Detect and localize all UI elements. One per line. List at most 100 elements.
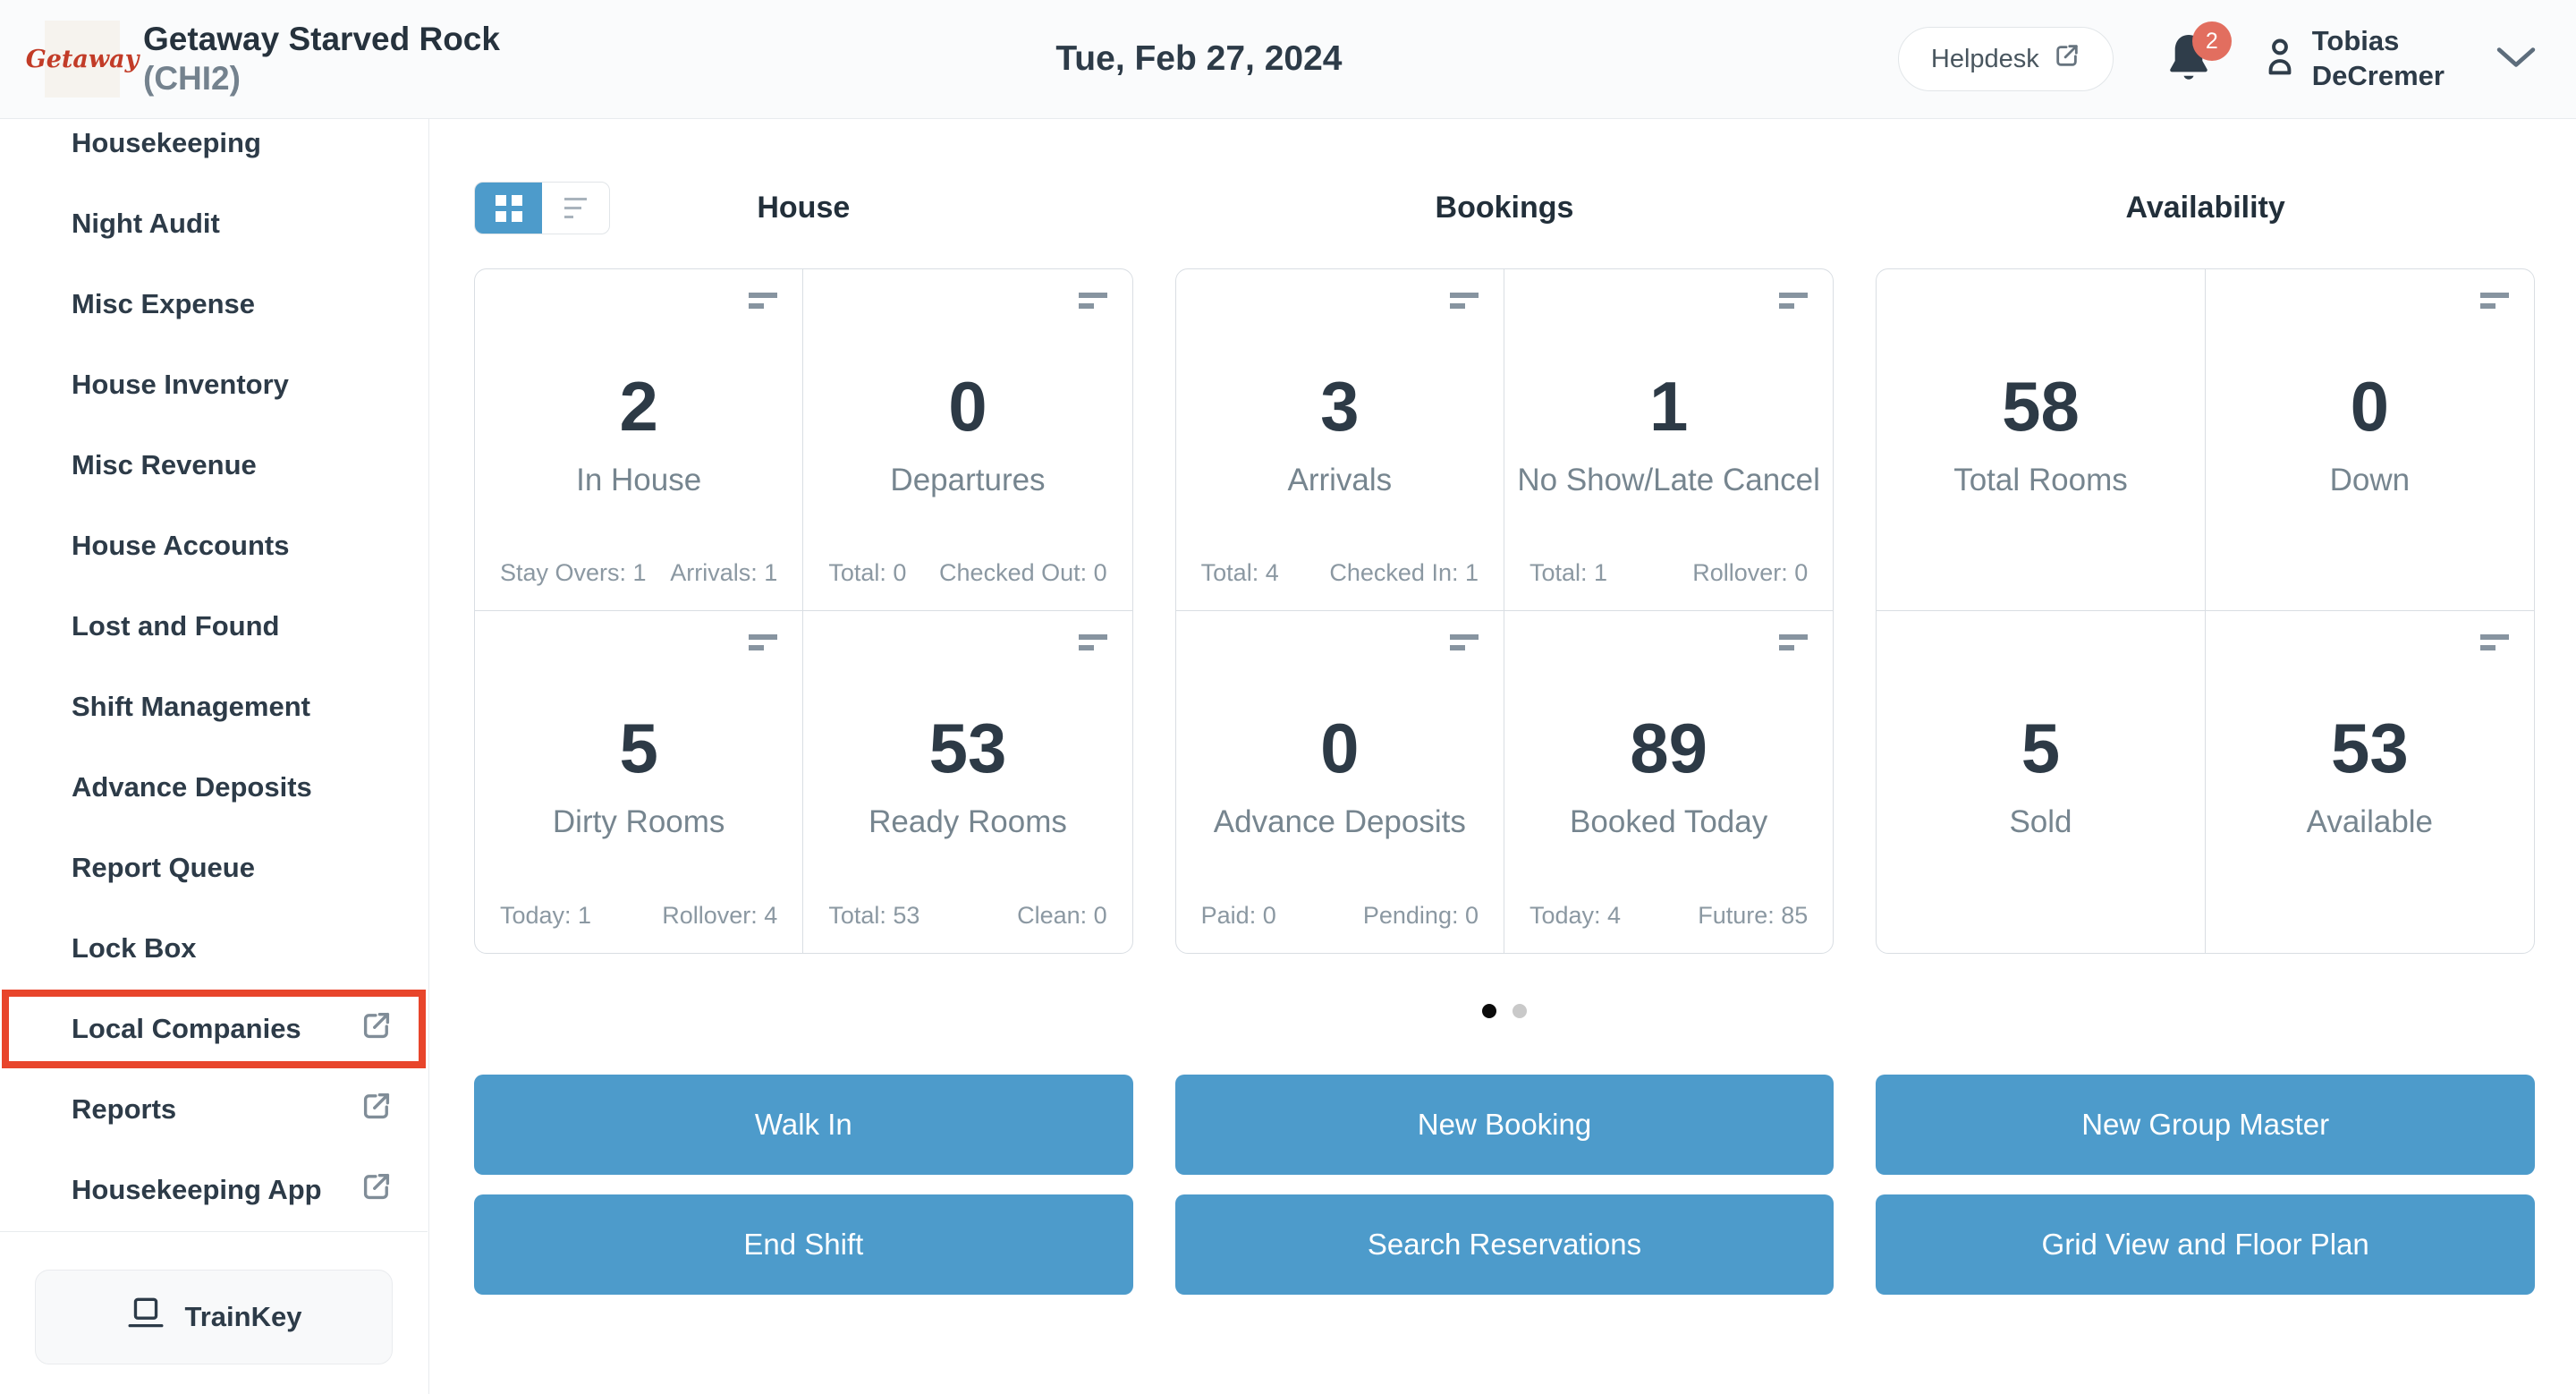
- external-link-icon: [360, 1009, 393, 1049]
- card-menu-icon[interactable]: [1779, 293, 1809, 309]
- trainkey-button[interactable]: TrainKey: [35, 1270, 393, 1364]
- card-menu-icon[interactable]: [1078, 634, 1107, 650]
- sidebar-item-label: Lock Box: [72, 932, 197, 964]
- card-footer: Paid: 0 Pending: 0: [1201, 902, 1479, 930]
- sidebar-item-label: House Accounts: [72, 530, 290, 561]
- sidebar-item-night-audit[interactable]: Night Audit: [0, 183, 428, 264]
- card-label: Departures: [890, 463, 1046, 497]
- bell-icon: [2165, 35, 2212, 89]
- sidebar-item-lock-box[interactable]: Lock Box: [0, 908, 428, 989]
- card-menu-icon[interactable]: [2480, 293, 2509, 309]
- card-value: 89: [1630, 709, 1708, 787]
- card-menu-icon[interactable]: [1078, 293, 1107, 309]
- stat-card-dirty-rooms: 5 Dirty Rooms Today: 1 Rollover: 4: [475, 611, 804, 953]
- stat-card-no-show-late-cancel: 1 No Show/Late Cancel Total: 1 Rollover:…: [1504, 269, 1834, 611]
- card-stat-left: Total: 4: [1200, 559, 1279, 586]
- walk-in-button[interactable]: Walk In: [474, 1075, 1133, 1175]
- sidebar-item-local-companies[interactable]: Local Companies: [0, 989, 428, 1069]
- card-label: Available: [2306, 804, 2434, 839]
- carousel-pagination: [474, 1004, 2535, 1018]
- card-value: 5: [619, 709, 658, 787]
- notifications-button[interactable]: 2: [2165, 21, 2232, 89]
- card-menu-icon[interactable]: [2480, 634, 2509, 650]
- external-link-icon: [360, 1170, 393, 1210]
- notification-badge: 2: [2191, 21, 2232, 61]
- card-footer: Total: 53 Clean: 0: [828, 902, 1106, 930]
- sidebar-item-label: Advance Deposits: [72, 771, 312, 803]
- card-stat-right: Pending: 0: [1362, 902, 1479, 929]
- card-label: Ready Rooms: [869, 804, 1067, 839]
- card-stat-right: Rollover: 0: [1692, 559, 1809, 586]
- card-menu-icon[interactable]: [1449, 634, 1479, 650]
- brand-logo: Getaway: [26, 21, 139, 98]
- sidebar-item-misc-revenue[interactable]: Misc Revenue: [0, 425, 428, 506]
- sidebar-item-lost-and-found[interactable]: Lost and Found: [0, 586, 428, 667]
- helpdesk-label: Helpdesk: [1930, 44, 2039, 73]
- sidebar-item-label: Lost and Found: [72, 610, 280, 642]
- sidebar-item-label: Local Companies: [72, 1013, 301, 1044]
- grid-view-floor-plan-button[interactable]: Grid View and Floor Plan: [1876, 1194, 2535, 1295]
- stat-card-advance-deposits: 0 Advance Deposits Paid: 0 Pending: 0: [1176, 611, 1504, 953]
- card-stat-left: Paid: 0: [1200, 902, 1276, 929]
- column-title-availability: Availability: [2125, 191, 2285, 225]
- sidebar-item-label: Housekeeping App: [72, 1174, 322, 1205]
- column-title-bookings: Bookings: [1435, 191, 1574, 225]
- stat-card-groups: 2 In House Stay Overs: 1 Arrivals: 1 0 D…: [474, 268, 2535, 954]
- dashboard-header-row: House Bookings Availability: [474, 182, 2535, 234]
- card-menu-icon[interactable]: [1779, 634, 1809, 650]
- card-menu-icon[interactable]: [749, 634, 778, 650]
- card-menu-icon[interactable]: [749, 293, 778, 309]
- view-toggle: [474, 182, 610, 234]
- card-label: Sold: [2009, 804, 2072, 839]
- sidebar-item-report-queue[interactable]: Report Queue: [0, 828, 428, 908]
- new-booking-button[interactable]: New Booking: [1174, 1075, 1835, 1175]
- sidebar-item-house-accounts[interactable]: House Accounts: [0, 506, 428, 586]
- stat-card-arrivals: 3 Arrivals Total: 4 Checked In: 1: [1175, 269, 1504, 611]
- property-title-block: Getaway Starved Rock (CHI2): [143, 20, 500, 99]
- card-stat-right: Future: 85: [1698, 902, 1809, 929]
- card-stat-left: Total: 1: [1529, 559, 1608, 586]
- sidebar-item-label: Misc Revenue: [72, 449, 257, 480]
- header-controls: Helpdesk 2: [1897, 21, 2536, 94]
- stat-card-sold: 5 Sold: [1877, 611, 2206, 953]
- card-stat-left: Total: 53: [828, 902, 920, 929]
- card-menu-icon[interactable]: [1449, 293, 1479, 309]
- sidebar-item-housekeeping[interactable]: Housekeeping: [0, 119, 428, 183]
- list-icon: [564, 198, 587, 218]
- user-last-name: DeCremer: [2311, 60, 2445, 91]
- card-value: 0: [1320, 709, 1360, 787]
- grid-view-toggle[interactable]: [475, 183, 542, 234]
- stat-card-in-house: 2 In House Stay Overs: 1 Arrivals: 1: [475, 269, 804, 611]
- list-view-toggle[interactable]: [542, 183, 609, 234]
- card-footer: Total: 1 Rollover: 0: [1530, 559, 1808, 587]
- pagination-dot[interactable]: [1513, 1004, 1527, 1018]
- card-label: No Show/Late Cancel: [1517, 463, 1820, 497]
- sidebar-item-shift-management[interactable]: Shift Management: [0, 667, 428, 747]
- card-stat-left: Total: 0: [828, 559, 907, 586]
- user-menu-expander[interactable]: [2496, 46, 2536, 73]
- helpdesk-button[interactable]: Helpdesk: [1897, 27, 2114, 91]
- sidebar-item-housekeeping-app[interactable]: Housekeeping App: [0, 1150, 428, 1230]
- card-stat-right: Checked Out: 0: [939, 559, 1107, 586]
- card-footer: Total: 0 Checked Out: 0: [828, 559, 1106, 587]
- card-label: Down: [2329, 463, 2411, 497]
- sidebar-item-misc-expense[interactable]: Misc Expense: [0, 264, 428, 344]
- search-reservations-button[interactable]: Search Reservations: [1174, 1194, 1835, 1295]
- pagination-dot-active[interactable]: [1482, 1004, 1496, 1018]
- new-group-master-button[interactable]: New Group Master: [1876, 1075, 2535, 1175]
- user-icon: [2264, 38, 2296, 81]
- external-link-icon: [2054, 42, 2080, 76]
- card-value: 58: [2002, 367, 2080, 446]
- card-footer: Today: 1 Rollover: 4: [500, 902, 777, 930]
- external-link-icon: [360, 1090, 393, 1129]
- card-stat-right: Rollover: 4: [662, 902, 778, 929]
- sidebar-item-house-inventory[interactable]: House Inventory: [0, 344, 428, 425]
- sidebar-item-reports[interactable]: Reports: [0, 1069, 428, 1150]
- house-card-group: 2 In House Stay Overs: 1 Arrivals: 1 0 D…: [474, 268, 1133, 954]
- card-label: Booked Today: [1570, 804, 1768, 839]
- sidebar-item-label: Report Queue: [72, 852, 255, 883]
- user-menu[interactable]: Tobias DeCremer: [2264, 24, 2445, 94]
- sidebar-item-advance-deposits[interactable]: Advance Deposits: [0, 747, 428, 828]
- end-shift-button[interactable]: End Shift: [474, 1194, 1133, 1295]
